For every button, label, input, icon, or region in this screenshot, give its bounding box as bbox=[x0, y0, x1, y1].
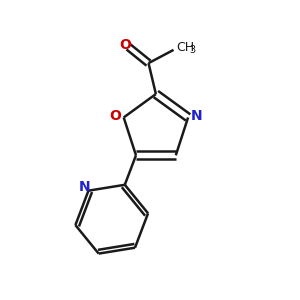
Text: 3: 3 bbox=[190, 45, 196, 55]
Text: O: O bbox=[119, 38, 131, 52]
Text: O: O bbox=[110, 109, 122, 123]
Text: N: N bbox=[190, 109, 202, 123]
Text: N: N bbox=[79, 180, 90, 194]
Text: CH: CH bbox=[176, 41, 194, 54]
